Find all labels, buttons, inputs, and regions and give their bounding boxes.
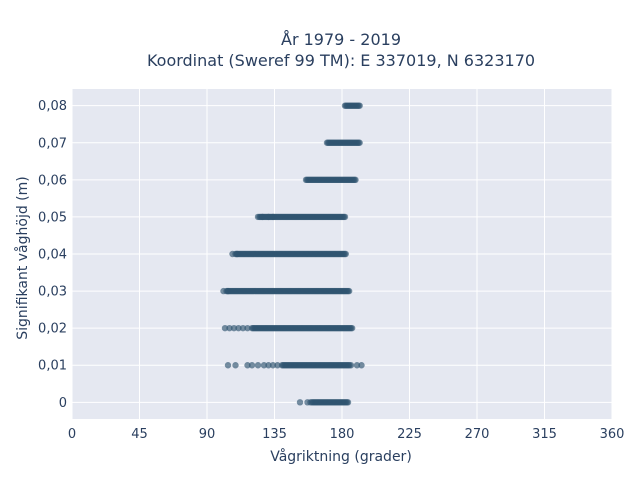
data-point xyxy=(342,250,349,258)
data-point xyxy=(230,324,238,332)
data-points xyxy=(220,102,365,406)
y-tick-label: 0,08 xyxy=(38,99,67,114)
data-point xyxy=(296,399,304,406)
chart-title-line-1: År 1979 - 2019 xyxy=(281,30,401,49)
data-point xyxy=(259,213,266,221)
data-point xyxy=(265,213,272,221)
x-axis-ticks: 0 45 90 135 180 225 270 315 360 xyxy=(68,427,625,442)
data-point xyxy=(352,176,359,184)
data-point xyxy=(344,399,352,406)
data-point xyxy=(224,287,232,295)
data-point xyxy=(347,362,355,369)
y-tick-label: 0,02 xyxy=(38,322,67,337)
data-point xyxy=(254,362,262,369)
y-tick-label: 0,05 xyxy=(38,210,67,225)
data-point xyxy=(353,362,361,369)
x-tick-label: 90 xyxy=(199,427,216,442)
x-tick-label: 315 xyxy=(532,427,557,442)
data-point xyxy=(348,324,356,332)
x-tick-label: 180 xyxy=(330,427,355,442)
data-point xyxy=(224,362,232,369)
data-point xyxy=(229,250,236,258)
x-tick-label: 0 xyxy=(68,427,76,442)
data-point xyxy=(248,362,256,369)
x-axis-label: Vågriktning (grader) xyxy=(270,448,412,465)
data-point xyxy=(341,213,349,221)
y-tick-label: 0,04 xyxy=(38,248,67,263)
data-point xyxy=(220,287,227,295)
y-axis-label: Signifikant våghöjd (m) xyxy=(14,176,31,339)
data-point xyxy=(233,250,241,258)
data-point xyxy=(239,324,247,332)
x-tick-label: 360 xyxy=(600,427,625,442)
data-point xyxy=(235,324,242,332)
data-point xyxy=(265,362,272,369)
data-point xyxy=(345,287,353,295)
y-tick-label: 0,03 xyxy=(38,285,67,300)
data-point xyxy=(244,324,251,332)
data-point xyxy=(221,324,229,332)
data-point xyxy=(307,399,314,406)
data-point xyxy=(260,362,268,369)
x-tick-label: 45 xyxy=(131,427,148,442)
y-tick-label: 0 xyxy=(59,396,67,411)
x-tick-label: 135 xyxy=(262,427,287,442)
chart-title-line-2: Koordinat (Sweref 99 TM): E 337019, N 63… xyxy=(147,51,535,70)
data-point xyxy=(269,213,277,221)
data-point xyxy=(232,362,239,369)
data-point xyxy=(356,102,363,109)
data-point xyxy=(244,362,251,369)
data-point xyxy=(269,362,277,369)
data-point xyxy=(356,139,363,146)
data-point xyxy=(254,213,262,221)
y-tick-label: 0,07 xyxy=(38,136,67,151)
y-axis-ticks: 0 0,01 0,02 0,03 0,04 0,05 0,06 0,07 0,08 xyxy=(38,99,67,411)
y-tick-label: 0,01 xyxy=(38,359,67,374)
x-tick-label: 270 xyxy=(465,427,490,442)
y-tick-label: 0,06 xyxy=(38,173,67,188)
data-point xyxy=(226,324,233,332)
data-point xyxy=(274,362,281,369)
x-tick-label: 225 xyxy=(397,427,422,442)
data-point xyxy=(358,362,365,369)
